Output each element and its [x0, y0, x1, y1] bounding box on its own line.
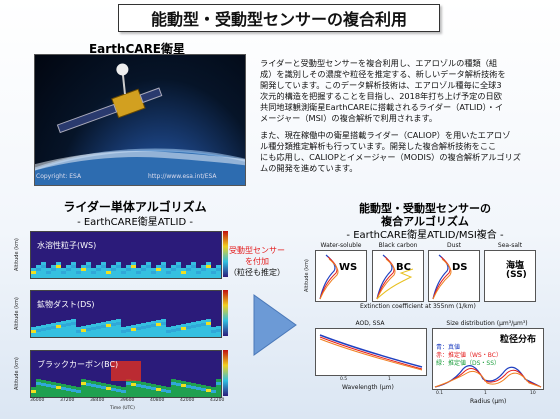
size-heading: 粒径分布 [500, 335, 537, 345]
aod-curves [319, 334, 423, 371]
mini-plot-1 [372, 250, 424, 302]
atlid-panel-1: 鉱物ダスト(DS) [30, 290, 222, 338]
heatmap [31, 291, 221, 337]
paragraph-1: ライダーと受動型センサーを複合利用し、エアロゾルの種類（組 成）を識別しその濃度や… [260, 58, 506, 123]
mini-plot-2 [428, 250, 480, 302]
aod-tick-1: 0.5 [340, 377, 348, 382]
aod-title: AOD, SSA [355, 320, 385, 327]
image-credit-right: http://www.esa.int/ESA [148, 173, 217, 180]
panel-ylabel: Altitude (km) [14, 238, 20, 271]
legend-ds-ss: 緑：推定値（DS・SS） [436, 360, 501, 367]
panel-ylabel: Altitude (km) [14, 357, 20, 390]
mini-badge: 海塩 [506, 261, 525, 271]
satellite-label: EarthCARE衛星 [88, 42, 186, 56]
panel-label: 鉱物ダスト(DS) [37, 300, 95, 309]
right-subheading: - EarthCARE衛星ATLID/MSI複合 - [346, 230, 504, 241]
mini-badge: WS [339, 262, 358, 273]
mini-plot-3 [484, 250, 536, 302]
time-tick: 36000 [30, 398, 45, 403]
time-tick: 42000 [180, 398, 195, 403]
time-xlabel: Time (UTC) [110, 406, 135, 411]
passive-sensor-note: 受動型センサー を付加 （粒径も推定） [229, 246, 285, 277]
legend-ws-bc: 赤：推定値（WS・BC） [436, 352, 502, 359]
time-tick: 37200 [60, 398, 75, 403]
time-tick: 40800 [150, 398, 165, 403]
colorbar [223, 231, 228, 277]
atlid-panel-0: 水溶性粒子(WS) [30, 231, 222, 279]
size-xlabel: Radius (μm) [470, 398, 507, 405]
mini-badge: BC [396, 262, 411, 273]
mini-badge: DS [452, 262, 468, 273]
mini-title: Sea-salt [497, 242, 523, 249]
mini-title: Black carbon [378, 242, 418, 249]
aod-plot [315, 328, 427, 376]
right-arrow-icon [253, 294, 297, 356]
profile-curves [432, 254, 452, 300]
mini-badge-sub: (SS) [506, 270, 527, 280]
right-heading-line1: 能動型・受動型センサーの [359, 202, 491, 215]
size-tick-2: 1 [484, 391, 487, 396]
size-curves [434, 365, 542, 388]
mini-plot-0 [315, 250, 367, 302]
colorbar [223, 290, 228, 336]
heatmap [31, 351, 221, 397]
image-credit-left: Copyright: ESA [36, 173, 82, 180]
paragraph-2: また、現在稼働中の衛星搭載ライダー（CALIOP）を用いたエアロゾ ル種分類推定解… [260, 130, 521, 173]
heatmap [31, 232, 221, 278]
size-tick-3: 10 [530, 391, 536, 396]
panel-label: 水溶性粒子(WS) [37, 241, 97, 250]
right-heading-line2: 複合アルゴリズム [381, 215, 469, 228]
size-plot [432, 328, 544, 390]
colorbar [223, 350, 228, 396]
legend-true: 青：真値 [436, 344, 461, 351]
size-tick-1: 0.1 [436, 391, 444, 396]
panel-label: ブラックカーボン(BC) [37, 360, 119, 369]
atlid-panel-2: ブラックカーボン(BC) [30, 350, 222, 398]
time-tick: 38400 [90, 398, 105, 403]
left-heading: ライダー単体アルゴリズム [63, 200, 207, 214]
aod-xlabel: Wavelength (μm) [342, 384, 394, 391]
panel-ylabel: Altitude (km) [14, 297, 20, 330]
profile-curves [376, 254, 414, 300]
mini-title: Water-soluble [320, 242, 362, 249]
size-title: Size distribution (μm³/μm³) [446, 320, 528, 327]
page-title: 能動型・受動型センサーの複合利用 [118, 4, 440, 32]
time-tick: 43200 [210, 398, 225, 403]
satellite-image [34, 54, 246, 186]
aod-tick-2: 1 [388, 377, 391, 382]
mini-title: Dust [447, 242, 461, 249]
satellite-illustration [35, 63, 245, 185]
profile-curves [319, 254, 339, 300]
left-subheading: - EarthCARE衛星ATLID - [77, 217, 193, 228]
mini-xlabel: Extinction coefficient at 355nm (1/km) [360, 303, 476, 310]
mini-ylabel: Altitude (km) [304, 259, 310, 292]
time-tick: 39600 [120, 398, 135, 403]
